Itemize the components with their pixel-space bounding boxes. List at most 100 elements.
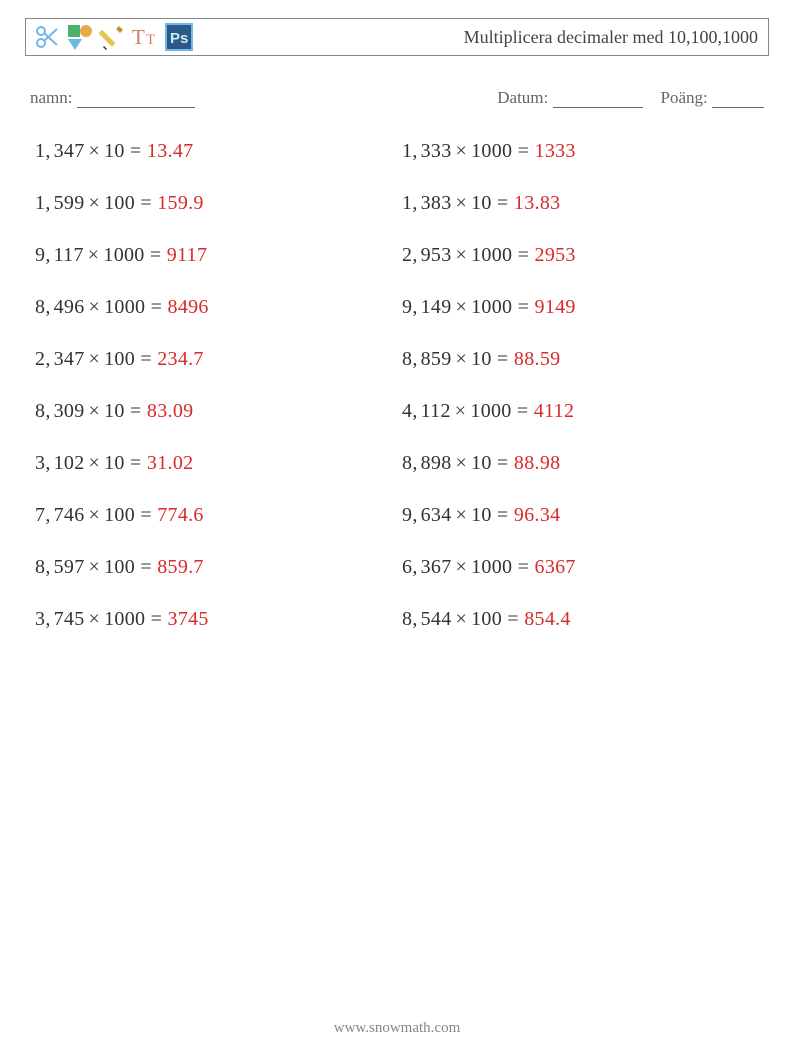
multiply-symbol: × <box>84 244 104 266</box>
operand-int: 2 <box>35 348 45 370</box>
answer: 159.9 <box>157 192 204 214</box>
operand-int: 1 <box>35 140 45 162</box>
problem-item: 9,634×10 = 96.34 <box>402 504 759 527</box>
scissors-icon <box>32 22 62 52</box>
answer: 854.4 <box>524 608 571 630</box>
multiplier: 10 <box>471 192 492 214</box>
operand-int: 8 <box>402 608 412 630</box>
multiplier: 100 <box>104 348 135 370</box>
answer: 3745 <box>168 608 209 630</box>
header-title: Multiplicera decimaler med 10,100,1000 <box>464 27 758 48</box>
multiplier: 10 <box>104 140 125 162</box>
answer: 31.02 <box>147 452 194 474</box>
multiply-symbol: × <box>452 504 472 526</box>
shapes-icon <box>65 22 95 52</box>
operand-int: 7 <box>35 504 45 526</box>
multiply-symbol: × <box>452 244 472 266</box>
multiply-symbol: × <box>452 140 472 162</box>
operand-int: 8 <box>35 400 45 422</box>
multiply-symbol: × <box>451 400 471 422</box>
ps-icon: Ps <box>164 22 194 52</box>
operand-dec: 599 <box>54 192 85 214</box>
operand-dec: 898 <box>421 452 452 474</box>
operand-dec: 149 <box>421 296 452 318</box>
operand-int: 2 <box>402 244 412 266</box>
problem-item: 8,859×10 = 88.59 <box>402 348 759 371</box>
operand-int: 8 <box>35 556 45 578</box>
operand-dec: 347 <box>54 140 85 162</box>
multiplier: 1000 <box>471 140 512 162</box>
multiplier: 10 <box>471 504 492 526</box>
problem-item: 7,746×100 = 774.6 <box>35 504 392 527</box>
pencil-icon <box>98 22 128 52</box>
operand-dec: 746 <box>54 504 85 526</box>
operand-int: 9 <box>402 504 412 526</box>
operand-int: 3 <box>35 452 45 474</box>
multiply-symbol: × <box>85 452 105 474</box>
date-underline <box>553 91 643 108</box>
score-label: Poäng: <box>661 88 708 107</box>
problem-item: 6,367×1000 = 6367 <box>402 556 759 579</box>
operand-int: 8 <box>402 348 412 370</box>
operand-dec: 102 <box>54 452 85 474</box>
multiplier: 1000 <box>471 244 512 266</box>
operand-dec: 544 <box>421 608 452 630</box>
answer: 83.09 <box>147 400 194 422</box>
problem-item: 2,347×100 = 234.7 <box>35 348 392 371</box>
operand-int: 6 <box>402 556 412 578</box>
problem-item: 8,898×10 = 88.98 <box>402 452 759 475</box>
multiply-symbol: × <box>452 296 472 318</box>
multiply-symbol: × <box>85 192 105 214</box>
problem-item: 8,309×10 = 83.09 <box>35 400 392 423</box>
operand-int: 9 <box>35 244 45 266</box>
answer: 13.83 <box>514 192 561 214</box>
multiplier: 100 <box>104 556 135 578</box>
multiplier: 1000 <box>471 556 512 578</box>
answer: 88.98 <box>514 452 561 474</box>
answer: 774.6 <box>157 504 204 526</box>
problem-item: 3,102×10 = 31.02 <box>35 452 392 475</box>
svg-text:T: T <box>132 25 145 49</box>
answer: 1333 <box>535 140 576 162</box>
icon-strip: T T Ps <box>32 22 194 52</box>
answer: 13.47 <box>147 140 194 162</box>
problem-item: 1,599×100 = 159.9 <box>35 192 392 215</box>
name-underline <box>77 91 195 108</box>
multiplier: 10 <box>104 400 125 422</box>
multiplier: 10 <box>471 452 492 474</box>
operand-dec: 333 <box>421 140 452 162</box>
problem-item: 9,149×1000 = 9149 <box>402 296 759 319</box>
answer: 234.7 <box>157 348 204 370</box>
multiply-symbol: × <box>452 452 472 474</box>
multiply-symbol: × <box>452 192 472 214</box>
problem-item: 8,496×1000 = 8496 <box>35 296 392 319</box>
problem-item: 4,112×1000 = 4112 <box>402 400 759 423</box>
problem-item: 8,597×100 = 859.7 <box>35 556 392 579</box>
multiplier: 1000 <box>471 296 512 318</box>
answer: 8496 <box>168 296 209 318</box>
multiply-symbol: × <box>85 400 105 422</box>
multiply-symbol: × <box>452 556 472 578</box>
operand-dec: 953 <box>421 244 452 266</box>
multiplier: 100 <box>471 608 502 630</box>
answer: 2953 <box>535 244 576 266</box>
date-label: Datum: <box>497 88 548 107</box>
multiply-symbol: × <box>85 556 105 578</box>
problem-item: 9,117×1000 = 9117 <box>35 244 392 267</box>
svg-text:T: T <box>146 32 155 48</box>
operand-dec: 117 <box>54 244 84 266</box>
operand-int: 1 <box>35 192 45 214</box>
info-row: namn: Datum: Poäng: <box>30 88 764 108</box>
problem-item: 1,383×10 = 13.83 <box>402 192 759 215</box>
operand-int: 8 <box>35 296 45 318</box>
name-field: namn: <box>30 88 497 108</box>
multiply-symbol: × <box>85 296 105 318</box>
multiplier: 1000 <box>104 296 145 318</box>
problem-item: 1,333×1000 = 1333 <box>402 140 759 163</box>
multiplier: 10 <box>471 348 492 370</box>
operand-dec: 859 <box>421 348 452 370</box>
multiply-symbol: × <box>452 608 472 630</box>
operand-dec: 745 <box>54 608 85 630</box>
multiplier: 1000 <box>470 400 511 422</box>
operand-dec: 496 <box>54 296 85 318</box>
